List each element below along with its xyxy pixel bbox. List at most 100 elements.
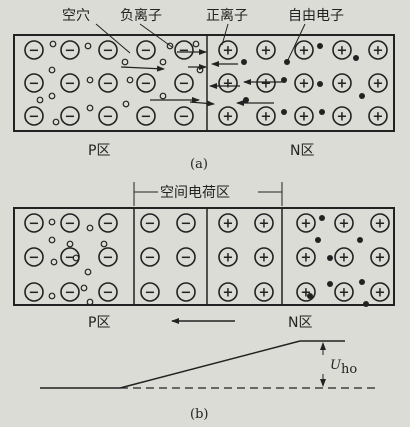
n-region-label-a: N区 <box>290 143 314 159</box>
barrier-voltage-main: U <box>330 358 342 373</box>
hole <box>49 40 57 48</box>
svg-text:+: + <box>301 286 312 301</box>
svg-text:+: + <box>301 251 312 266</box>
svg-text:+: + <box>373 44 384 59</box>
hole <box>86 224 94 232</box>
negative-ion: − <box>60 213 80 233</box>
svg-text:+: + <box>375 251 386 266</box>
negative-ion: − <box>98 213 118 233</box>
positive-ion: + <box>370 247 390 267</box>
hole <box>66 240 74 248</box>
free-electron <box>359 279 365 285</box>
hole-diffusion-arrow <box>120 65 165 72</box>
positive-ion: + <box>368 73 388 93</box>
hole <box>192 40 200 48</box>
free-electron <box>241 59 247 65</box>
svg-text:+: + <box>259 286 270 301</box>
negative-ion-label: 负离子 <box>120 7 162 24</box>
svg-text:−: − <box>181 286 192 301</box>
free-electron-pointer <box>286 23 306 63</box>
free-electron <box>357 237 363 243</box>
svg-text:+: + <box>339 217 350 232</box>
svg-text:−: − <box>179 110 190 125</box>
positive-ion: + <box>218 106 238 126</box>
free-electron <box>281 109 287 115</box>
positive-ion: + <box>368 106 388 126</box>
positive-ion: + <box>256 73 276 93</box>
negative-ion: − <box>174 40 194 60</box>
svg-text:+: + <box>223 217 234 232</box>
positive-ion: + <box>218 247 238 267</box>
positive-ion: + <box>334 282 354 302</box>
svg-text:+: + <box>337 44 348 59</box>
positive-ion: + <box>218 40 238 60</box>
negative-ion: − <box>98 40 118 60</box>
svg-text:+: + <box>223 44 234 59</box>
positive-ion: + <box>294 106 314 126</box>
hole <box>86 76 94 84</box>
hole <box>159 58 167 66</box>
hole-label: 空穴 <box>62 8 90 24</box>
hole <box>84 42 92 50</box>
svg-text:+: + <box>375 217 386 232</box>
n-region-label-b: N区 <box>288 315 312 331</box>
svg-text:−: − <box>141 110 152 125</box>
hole <box>166 42 174 50</box>
svg-text:−: − <box>65 77 76 92</box>
hole <box>121 58 129 66</box>
svg-text:−: − <box>141 44 152 59</box>
svg-text:+: + <box>259 251 270 266</box>
svg-text:−: − <box>29 110 40 125</box>
svg-text:+: + <box>261 77 272 92</box>
positive-ion: + <box>218 73 238 93</box>
free-electron <box>359 93 365 99</box>
positive-ion: + <box>296 213 316 233</box>
svg-text:+: + <box>339 286 350 301</box>
negative-ion: − <box>24 213 44 233</box>
positive-ion: + <box>332 73 352 93</box>
svg-text:−: − <box>103 44 114 59</box>
svg-text:−: − <box>29 77 40 92</box>
negative-ion: − <box>140 213 160 233</box>
positive-ion: + <box>254 282 274 302</box>
p-region-label-b: P区 <box>88 315 110 331</box>
svg-text:−: − <box>103 77 114 92</box>
negative-ion: − <box>60 73 80 93</box>
negative-ion: − <box>24 40 44 60</box>
positive-ion: + <box>256 106 276 126</box>
hole <box>86 104 94 112</box>
crystal-box-a <box>13 34 395 132</box>
barrier-voltage-label: Uho <box>330 358 357 377</box>
svg-text:−: − <box>181 251 192 266</box>
svg-text:+: + <box>301 217 312 232</box>
hole <box>84 268 92 276</box>
svg-text:+: + <box>339 251 350 266</box>
svg-text:−: − <box>65 110 76 125</box>
negative-ion: − <box>60 282 80 302</box>
negative-ion: − <box>24 247 44 267</box>
hole <box>48 66 56 74</box>
svg-text:−: − <box>145 286 156 301</box>
hole <box>72 254 80 262</box>
svg-text:−: − <box>179 44 190 59</box>
hole <box>48 92 56 100</box>
hole <box>48 218 56 226</box>
positive-ion: + <box>334 213 354 233</box>
free-electron <box>317 43 323 49</box>
hole <box>48 236 56 244</box>
positive-ion: + <box>256 40 276 60</box>
hole <box>52 118 60 126</box>
svg-text:−: − <box>29 217 40 232</box>
positive-ion: + <box>294 73 314 93</box>
negative-ion: − <box>98 73 118 93</box>
positive-ion: + <box>370 213 390 233</box>
positive-ion: + <box>254 247 274 267</box>
negative-ion: − <box>24 73 44 93</box>
positive-ion: + <box>332 40 352 60</box>
svg-text:−: − <box>29 251 40 266</box>
svg-text:−: − <box>65 44 76 59</box>
hole <box>100 240 108 248</box>
free-electron <box>327 281 333 287</box>
free-electron <box>281 77 287 83</box>
